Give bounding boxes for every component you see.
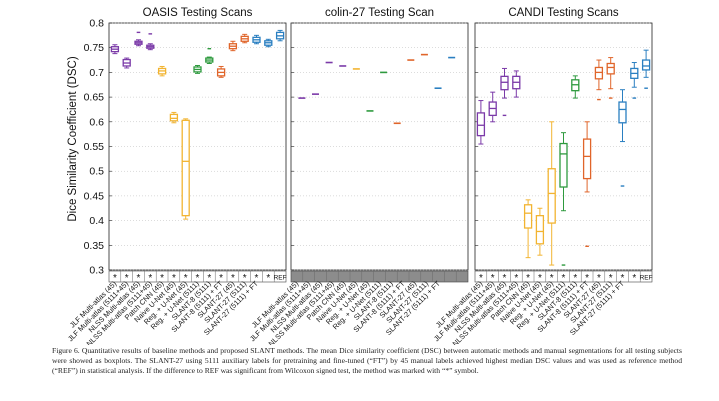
box-8 — [559, 132, 568, 266]
significance-marker: * — [573, 273, 577, 284]
box-body — [559, 142, 568, 188]
y-tick-label: 0.5 — [89, 166, 104, 178]
box-1 — [476, 100, 486, 145]
box-body — [181, 119, 190, 217]
reference-marker: REF — [274, 275, 287, 282]
y-tick-label: 0.35 — [84, 240, 105, 252]
box-5 — [523, 199, 533, 259]
marker-band — [474, 270, 653, 283]
y-tick-label: 0.6 — [89, 116, 104, 128]
significance-marker: * — [562, 273, 566, 284]
box-6 — [535, 207, 545, 256]
figure-label: Figure 6. — [52, 346, 80, 355]
box-2 — [122, 57, 131, 69]
significance-marker: * — [113, 273, 117, 284]
box-11 — [594, 59, 604, 101]
significance-marker: * — [503, 273, 507, 284]
box-4 — [146, 33, 155, 51]
significance-marker: * — [491, 273, 495, 284]
y-tick-label: 0.75 — [84, 42, 105, 54]
box-7 — [547, 121, 556, 266]
y-tick-label: 0.65 — [84, 92, 105, 104]
y-tick-label: 0.55 — [84, 141, 105, 153]
significance-marker: * — [231, 273, 235, 284]
box-13 — [618, 89, 627, 187]
panel-3: CANDI Testing Scans* * * * * * * * * * * * * * REFJLF … — [432, 7, 653, 345]
box-8 — [193, 64, 202, 74]
box-14 — [630, 62, 639, 99]
panel-title: colin-27 Testing Scan — [325, 7, 434, 19]
significance-marker: * — [538, 273, 542, 284]
panel-title: OASIS Testing Scans — [143, 7, 253, 19]
box-11 — [228, 40, 238, 52]
box-body — [606, 62, 615, 75]
box-body — [641, 59, 651, 71]
significance-marker: * — [243, 273, 247, 284]
significance-marker: * — [160, 273, 164, 284]
significance-marker: * — [479, 273, 483, 284]
box-10 — [216, 65, 226, 78]
box-body — [618, 101, 627, 124]
box-5 — [157, 65, 167, 77]
box-body — [547, 168, 556, 224]
significance-marker: * — [207, 273, 211, 284]
box-13 — [252, 34, 261, 45]
box-body — [169, 113, 179, 122]
significance-marker: * — [196, 273, 200, 284]
chart-panels: 0.3 0.35 0.4 0.45 0.5 0.55 0.6 0.65 0.7 0.75 0.8 OA… — [66, 7, 653, 345]
significance-marker: * — [632, 273, 636, 284]
significance-marker: * — [255, 273, 259, 284]
box-14 — [264, 38, 273, 48]
y-tick-label: 0.7 — [89, 67, 104, 79]
box-2 — [488, 91, 497, 123]
box-7 — [181, 118, 190, 220]
box-15 — [275, 29, 285, 42]
box-12 — [240, 33, 249, 44]
box-body — [535, 215, 545, 245]
reference-marker: REF — [640, 275, 653, 282]
box-body — [476, 112, 486, 137]
box-3 — [500, 67, 509, 117]
significance-marker: * — [514, 273, 518, 284]
significance-marker: * — [609, 273, 613, 284]
box-1 — [110, 44, 120, 55]
box-body — [523, 204, 533, 229]
significance-marker: * — [526, 273, 530, 284]
significance-marker: * — [550, 273, 554, 284]
significance-marker: * — [184, 273, 188, 284]
box-body — [594, 66, 604, 80]
caption-text: Quantitative results of baseline methods… — [52, 346, 682, 376]
y-tick-label: 0.3 — [89, 265, 104, 277]
y-tick-label: 0.4 — [89, 215, 104, 227]
significance-marker: * — [585, 273, 589, 284]
box-9 — [205, 47, 214, 65]
significance-marker: * — [266, 273, 270, 284]
panel-title: CANDI Testing Scans — [508, 7, 619, 19]
significance-marker: * — [621, 273, 625, 284]
marker-band — [108, 270, 287, 283]
box-10 — [582, 121, 592, 247]
box-4 — [512, 70, 521, 98]
significance-marker: * — [125, 273, 129, 284]
box-15 — [641, 49, 651, 89]
box-6 — [169, 111, 179, 124]
significance-marker: * — [219, 273, 223, 284]
significance-marker: * — [597, 273, 601, 284]
significance-marker: * — [172, 273, 176, 284]
significance-marker: * — [148, 273, 152, 284]
y-tick-label: 0.8 — [89, 18, 104, 30]
box-body — [582, 138, 592, 180]
y-tick-label: 0.45 — [84, 190, 105, 202]
dsc-boxplot-figure: Dice Similarity Coefficient (DSC) 0.30.3… — [66, 7, 653, 345]
y-axis-label: Dice Similarity Coefficient (DSC) — [67, 56, 79, 221]
figure-caption: Figure 6. Quantitative results of baseli… — [52, 346, 682, 377]
significance-marker: * — [137, 273, 141, 284]
box-3 — [134, 31, 143, 47]
box-12 — [606, 57, 615, 99]
marker-band-empty — [290, 270, 469, 283]
box-body — [500, 75, 509, 91]
box-9 — [571, 75, 580, 99]
